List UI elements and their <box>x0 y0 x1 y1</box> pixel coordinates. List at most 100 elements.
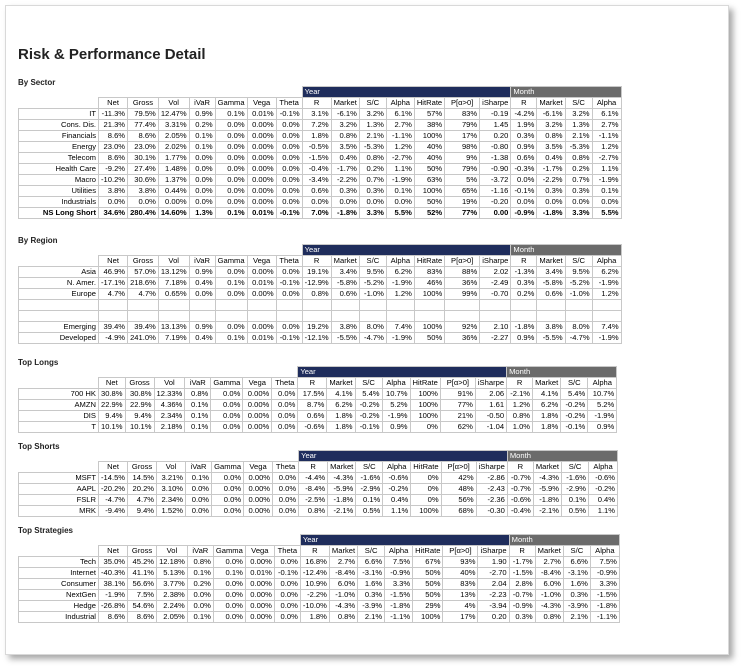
column-header: Market <box>330 97 360 109</box>
table-cell: 0.6% <box>301 185 332 197</box>
table-row: Industrial 8.6% 8.6% 2.05% 0.1% 0.0% 0.00% 0.0%… <box>18 611 620 623</box>
column-header: Vega <box>243 461 274 473</box>
table-cell: -1.0% <box>358 288 387 300</box>
table-cell: 0.8% <box>186 556 214 568</box>
table-cell: 7.5% <box>384 556 414 568</box>
table-cell: -3.4% <box>301 174 332 186</box>
table-cell: 0.0% <box>211 494 245 506</box>
table-cell: 0.0% <box>273 600 301 612</box>
spacer <box>19 546 99 557</box>
table-cell: -2.43 <box>475 483 508 495</box>
table-cell: -1.9% <box>385 332 415 344</box>
table-cell: 9.4% <box>124 410 155 422</box>
table-row: DIS 9.4% 9.4% 2.34% 0.1% 0.0% 0.00% 0.0% 0.6% 1.8… <box>18 410 618 422</box>
table-cell: 0.0% <box>330 196 360 208</box>
table-row: Developed -4.9% 241.0% 7.19% 0.4% 0.1% 0.01% -0… <box>18 332 622 344</box>
table-cell: -3.9% <box>562 600 591 612</box>
table-cell: -0.1% <box>275 332 303 344</box>
table-cell: 57% <box>413 108 446 120</box>
table-row: Telecom 8.6% 30.1% 1.77% 0.0% 0.0% 0.00% 0.0% -1… <box>18 152 622 164</box>
column-header: iVaR <box>185 461 213 473</box>
table-cell <box>536 310 566 322</box>
table-cell: 6.2% <box>385 266 415 278</box>
table-cell: -2.7% <box>385 152 415 164</box>
table-cell: 98% <box>444 141 481 153</box>
table-cell: -0.9% <box>384 567 414 579</box>
table-cell: 2.05% <box>157 130 190 142</box>
table-cell: -5.8% <box>536 277 566 289</box>
table-cell: 0.00% <box>243 494 274 506</box>
table-cell: 0.0% <box>271 388 299 400</box>
column-header: iVaR <box>188 97 216 109</box>
table-cell: 0.00% <box>243 483 274 495</box>
table-cell: 1.3% <box>358 119 387 131</box>
column-header: Vol <box>153 377 186 389</box>
table-cell <box>330 310 360 322</box>
table-cell: 0.00% <box>242 410 273 422</box>
table-cell: 0.1% <box>561 494 590 506</box>
table-row: Tech 35.0% 45.2% 12.18% 0.8% 0.0% 0.00% 0.0% 16.… <box>18 556 620 568</box>
column-header: Theta <box>273 545 301 557</box>
column-header: Alpha <box>385 255 415 267</box>
table-cell <box>246 310 277 322</box>
table-cell <box>330 299 360 311</box>
table-cell: -2.7% <box>591 152 622 164</box>
group-header-row: Year Month <box>19 450 619 462</box>
table-cell: 0.0% <box>214 130 248 142</box>
table-cell: 3.77% <box>156 578 188 590</box>
table-cell: -20.2% <box>97 483 129 495</box>
column-header: Alpha <box>591 255 622 267</box>
table-cell: 1.52% <box>156 505 187 517</box>
table-cell: -1.0% <box>564 288 593 300</box>
group-header-row: Year Month <box>19 244 622 256</box>
column-header: HitRate <box>409 377 441 389</box>
table-cell: 0.0% <box>188 196 216 208</box>
table-cell: 0.01% <box>246 332 277 344</box>
table-cell: -4.9% <box>97 332 129 344</box>
table-cell: -0.1% <box>275 277 303 289</box>
table-cell: 0.0% <box>214 288 248 300</box>
table-cell: 0.4% <box>330 152 360 164</box>
table-cell: 21% <box>439 410 476 422</box>
table-cell: 0.0% <box>212 611 246 623</box>
table-cell: 50% <box>412 578 444 590</box>
table-cell <box>301 310 332 322</box>
table-cell: 3.1% <box>301 108 332 120</box>
table-cell: 0.0% <box>214 141 248 153</box>
table-cell: 0.0% <box>188 288 216 300</box>
table-cell: -6.1% <box>330 108 360 120</box>
table-cell: 6.2% <box>591 266 622 278</box>
table-cell: 0.00% <box>246 141 277 153</box>
table-cell: -0.6% <box>382 472 412 484</box>
column-header: Alpha <box>591 97 622 109</box>
table-cell: 3.4% <box>536 266 566 278</box>
table-cell: 0.1% <box>186 611 214 623</box>
column-header: Net <box>97 97 129 109</box>
row-label: Macro <box>18 174 99 186</box>
table-cell: 0.00% <box>246 130 277 142</box>
table-cell: -1.3% <box>510 266 538 278</box>
table-cell: 2.7% <box>534 556 564 568</box>
data-table: Year Month Net Gross Vol iVaR Gamma Vega Theta R M… <box>18 244 622 344</box>
table-cell: -0.4% <box>506 505 534 517</box>
column-header: P[α>0] <box>444 255 481 267</box>
table-cell: 7.0% <box>301 207 332 219</box>
table-cell: -1.5% <box>301 152 332 164</box>
row-label: Financials <box>18 130 99 142</box>
table-cell: 0.0% <box>564 196 593 208</box>
table-cell: 2.02% <box>157 141 190 153</box>
table-cell: -8.4% <box>298 483 329 495</box>
table-cell: 10.1% <box>98 421 126 433</box>
table-cell: 3.2% <box>536 119 566 131</box>
table-cell: -1.9% <box>591 277 622 289</box>
column-header: Gross <box>127 545 158 557</box>
table-cell: -0.20 <box>479 196 512 208</box>
column-header: R <box>506 377 534 389</box>
table-cell: 63% <box>413 174 446 186</box>
table-cell: 0.2% <box>186 578 214 590</box>
table-cell: 100% <box>410 505 442 517</box>
table-cell <box>510 310 538 322</box>
table-cell: 0.00 <box>479 207 512 219</box>
table-cell: 100% <box>413 130 446 142</box>
table-cell <box>188 299 216 311</box>
